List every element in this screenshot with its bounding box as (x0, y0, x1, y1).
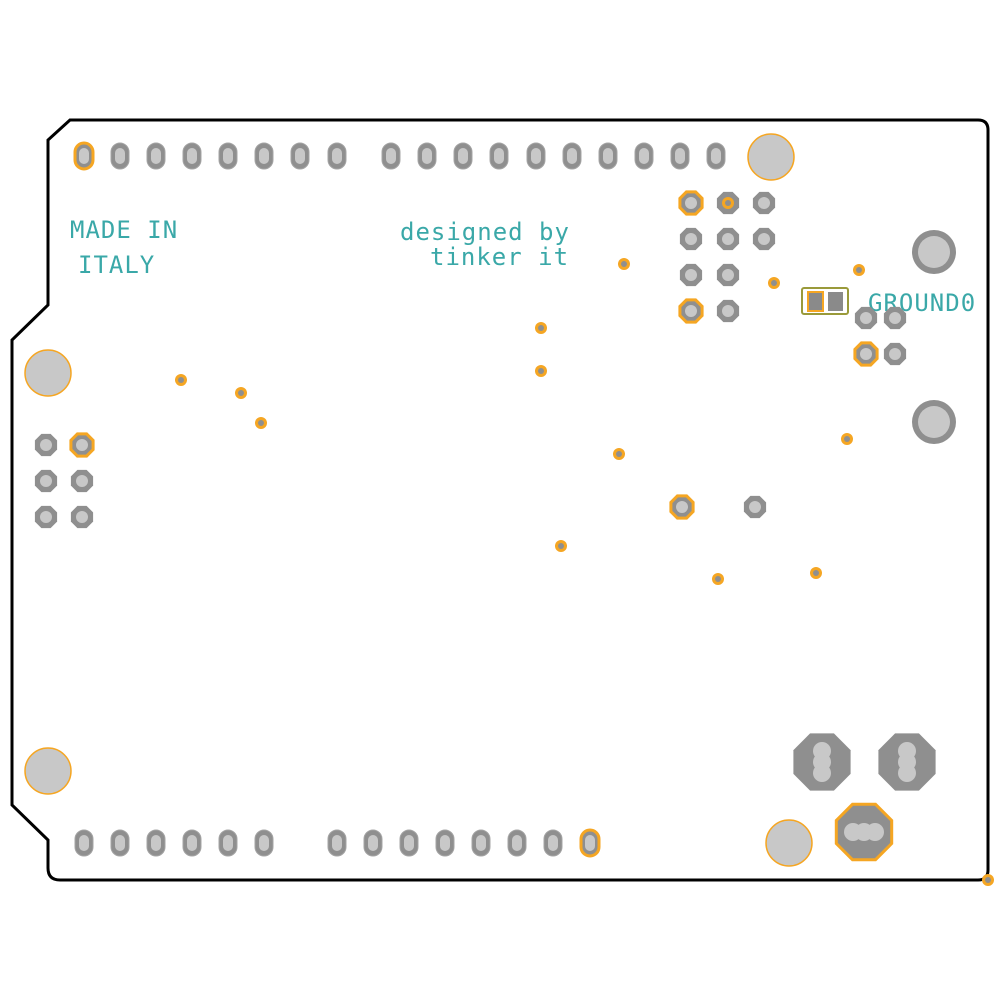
header-hole (639, 148, 649, 164)
header-hole (259, 148, 269, 164)
via-hole (616, 451, 622, 457)
header-hole (711, 148, 721, 164)
header-hole (476, 835, 486, 851)
pad-hole (889, 312, 901, 324)
silk-text: tinker it (430, 243, 569, 271)
header-hole (675, 148, 685, 164)
pad-hole (722, 305, 734, 317)
header-hole (115, 835, 125, 851)
pad-hole (725, 200, 731, 206)
pad-hole (40, 511, 52, 523)
header-hole (548, 835, 558, 851)
pad-hole (676, 501, 688, 513)
pad-hole (758, 233, 770, 245)
via-hole (178, 377, 184, 383)
pad-hole (76, 511, 88, 523)
via-hole (238, 390, 244, 396)
mount-hole (24, 349, 72, 397)
pad-hole (40, 475, 52, 487)
header-hole (151, 148, 161, 164)
mount-hole (747, 133, 795, 181)
power-slot (866, 823, 884, 841)
header-hole (603, 148, 613, 164)
header-hole (79, 148, 89, 164)
power-slot (813, 764, 831, 782)
header-hole (458, 148, 468, 164)
header-hole (259, 835, 269, 851)
via-hole (715, 576, 721, 582)
pad-hole (40, 439, 52, 451)
silk-text: ITALY (78, 251, 155, 279)
mount-hole (765, 819, 813, 867)
board-outline (10, 118, 990, 882)
pad-hole (685, 305, 697, 317)
via-hole (856, 267, 862, 273)
ring-hole (918, 406, 950, 438)
pad-hole (749, 501, 761, 513)
pad-hole (685, 233, 697, 245)
components (24, 133, 994, 886)
header-hole (440, 835, 450, 851)
via-hole (771, 280, 777, 286)
header-hole (567, 148, 577, 164)
jumper-pad (828, 292, 843, 311)
via-hole (558, 543, 564, 549)
silk-text: designed by (400, 218, 570, 246)
pad-hole (758, 197, 770, 209)
pad-hole (860, 348, 872, 360)
header-hole (223, 835, 233, 851)
mount-hole (24, 747, 72, 795)
pad-hole (722, 233, 734, 245)
via-hole (538, 368, 544, 374)
via-hole (813, 570, 819, 576)
header-hole (531, 148, 541, 164)
via-hole (621, 261, 627, 267)
header-hole (79, 835, 89, 851)
pad-hole (860, 312, 872, 324)
via-hole (258, 420, 264, 426)
header-hole (187, 835, 197, 851)
header-hole (151, 835, 161, 851)
header-hole (187, 148, 197, 164)
header-hole (512, 835, 522, 851)
header-hole (386, 148, 396, 164)
header-hole (332, 148, 342, 164)
silk-text: MADE IN (70, 216, 178, 244)
header-hole (368, 835, 378, 851)
via-hole (844, 436, 850, 442)
jumper-outline (801, 287, 849, 315)
pad-hole (685, 197, 697, 209)
via-hole (538, 325, 544, 331)
pad-hole (685, 269, 697, 281)
via-hole (985, 877, 991, 883)
pad-hole (76, 439, 88, 451)
header-hole (494, 148, 504, 164)
pad-hole (889, 348, 901, 360)
jumper-pad (807, 291, 824, 312)
pad-hole (722, 269, 734, 281)
header-hole (404, 835, 414, 851)
pad-hole (76, 475, 88, 487)
jumper (801, 287, 849, 315)
power-slot (898, 764, 916, 782)
header-hole (295, 148, 305, 164)
header-hole (422, 148, 432, 164)
header-hole (115, 148, 125, 164)
header-hole (332, 835, 342, 851)
header-hole (585, 835, 595, 851)
ring-hole (918, 236, 950, 268)
header-hole (223, 148, 233, 164)
silk-text: GROUND0 (868, 289, 976, 317)
